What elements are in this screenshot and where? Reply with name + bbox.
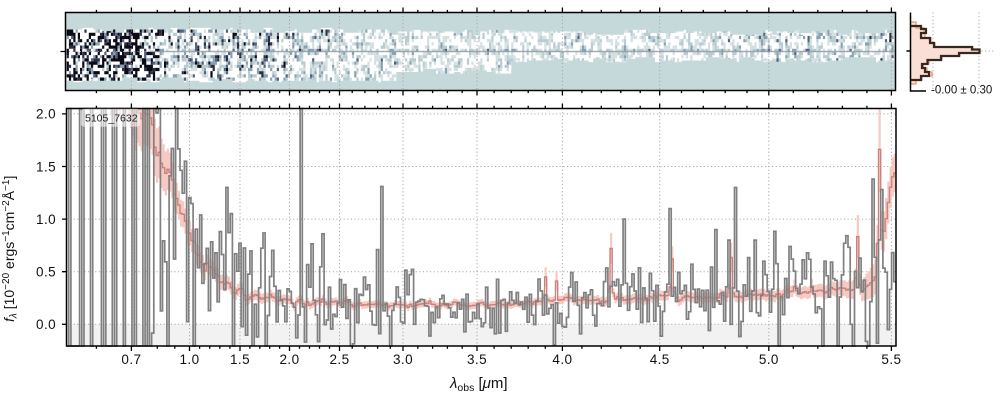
svg-text:λobs [μm]: λobs [μm] [449, 375, 508, 394]
svg-text:fλ [10−20 ergs−1cm−2Å−1]: fλ [10−20 ergs−1cm−2Å−1] [1, 176, 20, 322]
svg-text:3.5: 3.5 [467, 352, 487, 367]
svg-text:-0.00 ± 0.30: -0.00 ± 0.30 [931, 85, 992, 97]
svg-text:0.5: 0.5 [36, 265, 56, 280]
svg-text:2.0: 2.0 [36, 107, 56, 122]
svg-text:2.0: 2.0 [280, 352, 300, 367]
svg-text:0.0: 0.0 [36, 317, 56, 332]
svg-text:0.7: 0.7 [121, 352, 141, 367]
svg-text:5105_7632: 5105_7632 [85, 113, 138, 125]
svg-text:4.0: 4.0 [552, 352, 572, 367]
svg-text:1.5: 1.5 [230, 352, 250, 367]
svg-text:5.0: 5.0 [759, 352, 779, 367]
svg-text:1.0: 1.0 [180, 352, 200, 367]
svg-text:1.0: 1.0 [36, 212, 56, 227]
svg-text:2.5: 2.5 [330, 352, 350, 367]
svg-text:1.5: 1.5 [36, 159, 56, 174]
svg-text:3.0: 3.0 [393, 352, 413, 367]
svg-text:4.5: 4.5 [650, 352, 670, 367]
svg-text:5.5: 5.5 [881, 352, 901, 367]
